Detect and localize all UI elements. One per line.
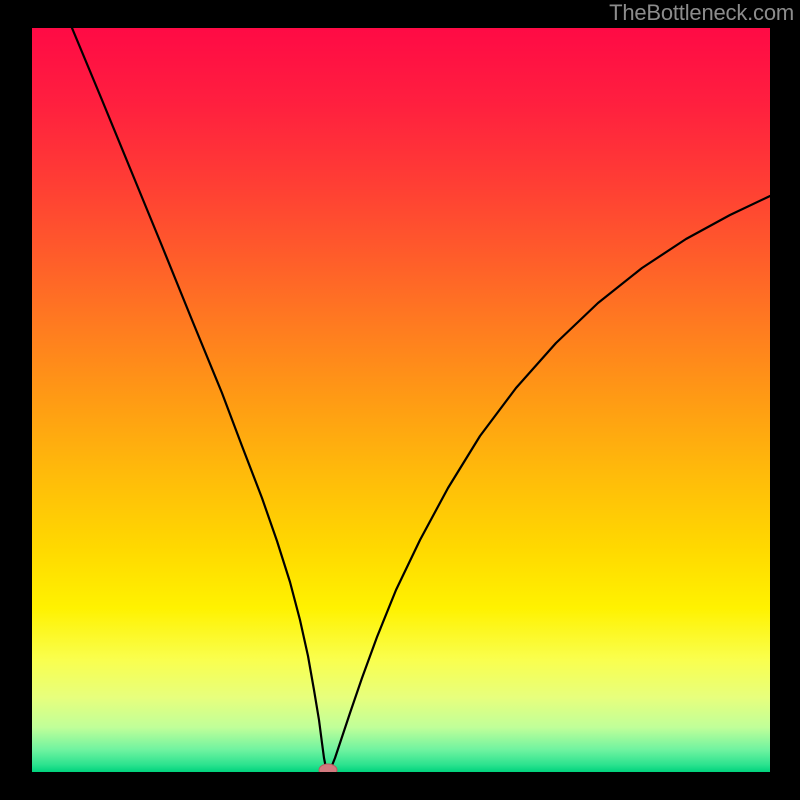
chart-container: TheBottleneck.com bbox=[0, 0, 800, 800]
watermark-text: TheBottleneck.com bbox=[609, 0, 794, 26]
gradient-background bbox=[32, 28, 770, 772]
plot-area bbox=[32, 28, 770, 772]
